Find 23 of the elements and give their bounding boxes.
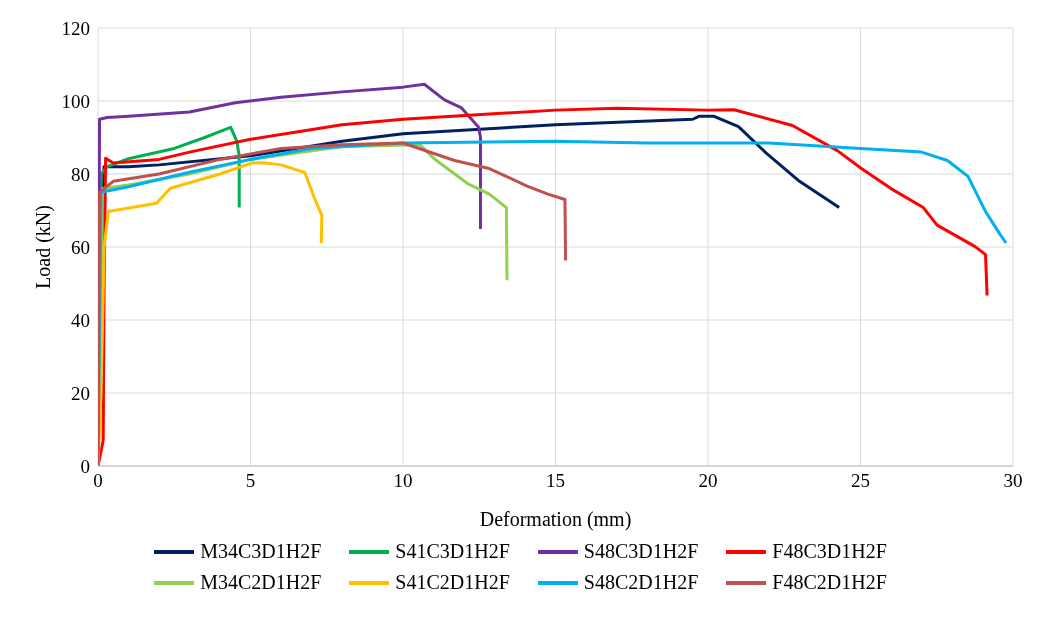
x-axis-title: Deformation (mm) <box>479 508 632 531</box>
x-tick-label: 30 <box>1003 470 1023 492</box>
y-tick-label: 80 <box>71 163 90 185</box>
x-tick-label: 5 <box>245 470 256 492</box>
legend-label: S48C2D1H2F <box>582 571 699 594</box>
y-axis-title: Load (kN) <box>32 205 56 289</box>
y-tick-label: 40 <box>71 309 90 331</box>
y-tick-label: 0 <box>80 455 90 477</box>
x-tick-label: 20 <box>698 470 718 492</box>
y-tick-label: 60 <box>71 236 90 258</box>
y-tick-label: 100 <box>61 90 90 112</box>
legend-label: F48C3D1H2F <box>771 540 887 563</box>
y-tick-label: 20 <box>71 382 90 404</box>
x-tick-label: 15 <box>546 470 565 492</box>
legend-label: S41C3D1H2F <box>394 540 510 563</box>
x-tick-label: 25 <box>851 470 870 492</box>
legend-label: S48C3D1H2F <box>582 540 699 563</box>
legend-label: F48C2D1H2F <box>771 571 887 594</box>
y-tick-label: 120 <box>61 17 90 39</box>
x-tick-label: 10 <box>393 470 413 492</box>
legend-label: S41C2D1H2F <box>394 571 510 594</box>
legend-label: M34C3D1H2F <box>199 540 322 563</box>
legend-label: M34C2D1H2F <box>199 571 322 594</box>
